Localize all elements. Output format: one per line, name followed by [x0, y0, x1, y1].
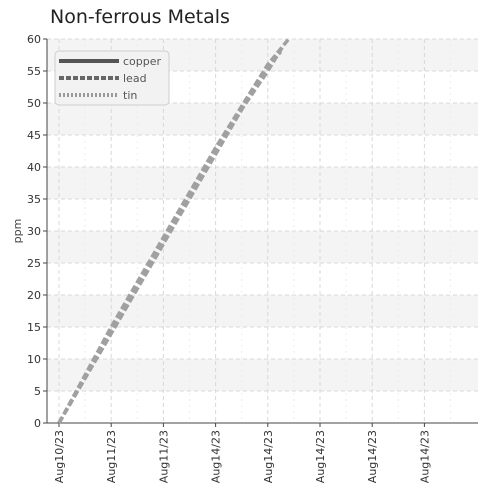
x-tick-label: Aug14/23: [418, 430, 431, 483]
x-tick-label: Aug14/23: [210, 430, 223, 483]
y-tick-label: 25: [27, 257, 41, 270]
x-tick-label: Aug10/23: [53, 430, 66, 483]
legend-label-copper: copper: [123, 55, 162, 68]
y-tick-label: 20: [27, 289, 41, 302]
x-axis-ticks: Aug10/23 Aug11/23 Aug11/23 Aug14/23 Aug14/23…: [53, 423, 431, 483]
plot-band: [47, 167, 478, 199]
plot-band: [47, 231, 478, 263]
y-tick-label: 30: [27, 225, 41, 238]
y-tick-label: 60: [27, 33, 41, 46]
y-axis-ticks: 0 5 10 15 20 25 30 35 40 45 50 55 60: [27, 33, 47, 430]
y-tick-label: 10: [27, 353, 41, 366]
series-line-lead: [57, 50, 283, 424]
y-tick-label: 0: [34, 417, 41, 430]
legend-label-lead: lead: [123, 72, 147, 85]
legend-label-tin: tin: [123, 89, 137, 102]
y-tick-label: 45: [27, 129, 41, 142]
y-tick-label: 15: [27, 321, 41, 334]
x-tick-label: Aug14/23: [366, 430, 379, 483]
x-tick-label: Aug11/23: [157, 430, 170, 483]
y-tick-label: 40: [27, 161, 41, 174]
plot-band: [47, 103, 478, 135]
legend: copper lead tin: [54, 50, 170, 106]
series-line-tin: [57, 37, 291, 424]
series-lines: [57, 37, 291, 424]
y-axis-label: ppm: [11, 219, 24, 244]
y-tick-label: 35: [27, 193, 41, 206]
y-tick-label: 50: [27, 97, 41, 110]
x-tick-label: Aug14/23: [314, 430, 327, 483]
y-tick-label: 55: [27, 65, 41, 78]
x-tick-label: Aug14/23: [262, 430, 275, 483]
y-tick-label: 5: [34, 385, 41, 398]
plot-band: [47, 359, 478, 391]
chart-title: Non-ferrous Metals: [50, 6, 230, 28]
x-tick-label: Aug11/23: [105, 430, 118, 483]
